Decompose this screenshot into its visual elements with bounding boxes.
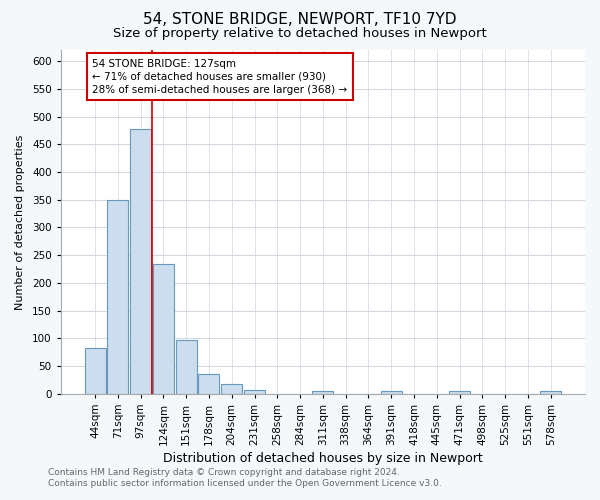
- Bar: [199, 374, 220, 394]
- Bar: [153, 264, 174, 394]
- Text: Size of property relative to detached houses in Newport: Size of property relative to detached ho…: [113, 28, 487, 40]
- Bar: [221, 384, 242, 394]
- Bar: [85, 348, 106, 394]
- Bar: [107, 200, 128, 394]
- Y-axis label: Number of detached properties: Number of detached properties: [15, 134, 25, 310]
- Text: 54, STONE BRIDGE, NEWPORT, TF10 7YD: 54, STONE BRIDGE, NEWPORT, TF10 7YD: [143, 12, 457, 28]
- Bar: [176, 340, 197, 394]
- Bar: [130, 129, 151, 394]
- Bar: [244, 390, 265, 394]
- Bar: [313, 390, 334, 394]
- Bar: [449, 390, 470, 394]
- Text: Contains HM Land Registry data © Crown copyright and database right 2024.
Contai: Contains HM Land Registry data © Crown c…: [48, 468, 442, 487]
- X-axis label: Distribution of detached houses by size in Newport: Distribution of detached houses by size …: [163, 452, 483, 465]
- Bar: [381, 390, 401, 394]
- Bar: [540, 390, 561, 394]
- Text: 54 STONE BRIDGE: 127sqm
← 71% of detached houses are smaller (930)
28% of semi-d: 54 STONE BRIDGE: 127sqm ← 71% of detache…: [92, 58, 347, 95]
